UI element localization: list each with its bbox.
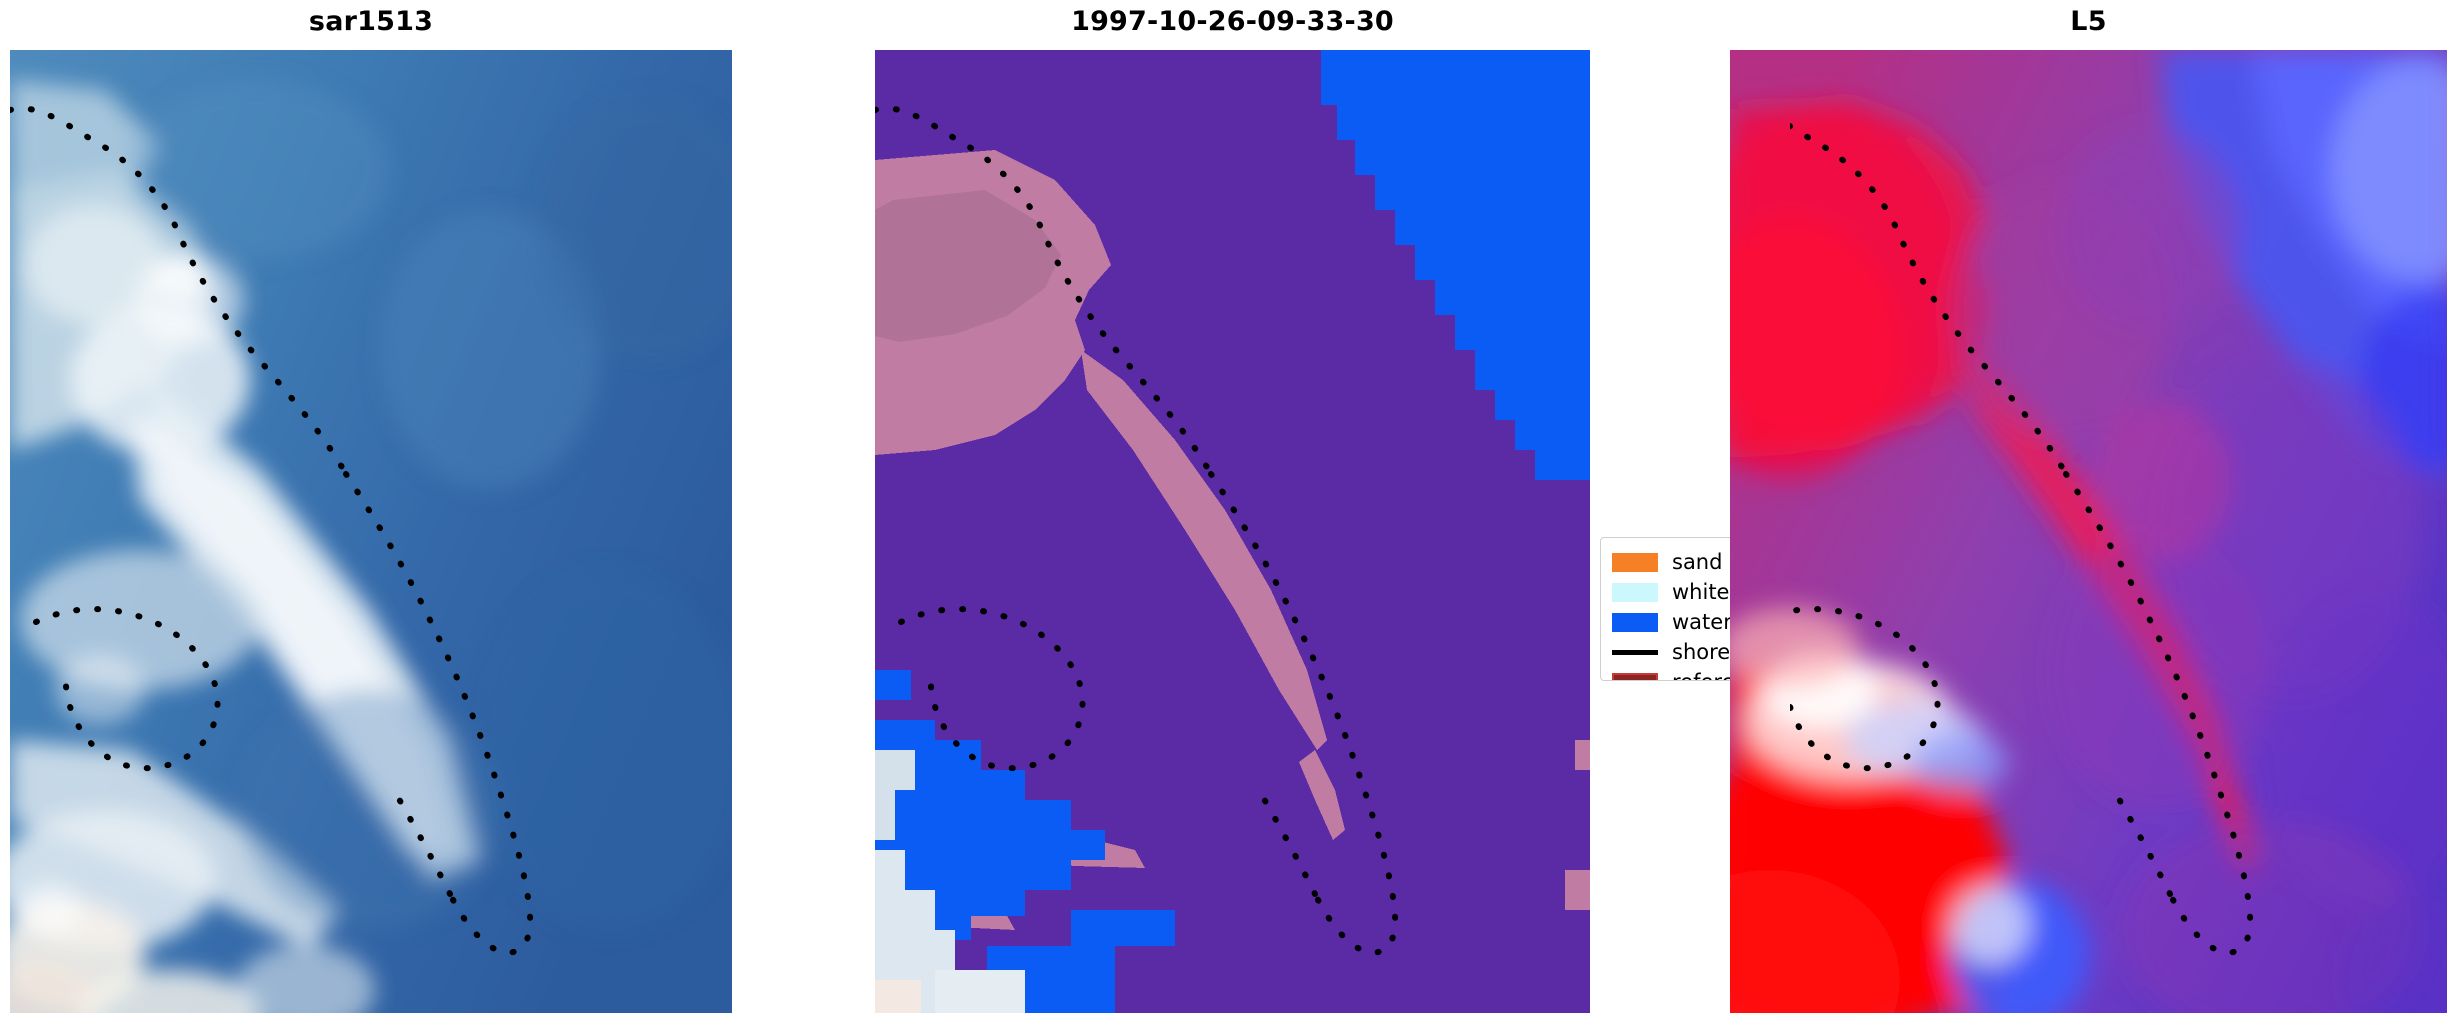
sar1513-raster <box>10 50 732 1013</box>
l5-shoreline-overlay <box>1730 105 2254 956</box>
legend-item-reference[interactable]: reference <box>1612 667 1775 680</box>
panel-title-classification: 1997-10-26-09-33-30 <box>1071 6 1394 37</box>
reference-swatch <box>1612 672 1658 680</box>
whitewater-swatch <box>1612 582 1658 602</box>
l5-raster-clip <box>1730 50 1790 1013</box>
panel-classification[interactable] <box>875 50 1590 1013</box>
sand-swatch <box>1612 552 1658 572</box>
classification-raster <box>875 50 1590 1013</box>
panel-title-sar1513: sar1513 <box>308 6 434 37</box>
classification-shoreline-overlay <box>875 105 1399 956</box>
panel-sar1513[interactable] <box>10 50 732 1013</box>
legend-item-sand[interactable]: sand <box>1612 547 1775 577</box>
legend-item-water[interactable]: water <box>1612 607 1775 637</box>
water-swatch <box>1612 612 1658 632</box>
shoreline-line-swatch <box>1612 649 1658 655</box>
legend-label-water: water <box>1672 609 1732 634</box>
legend-label-reference: reference <box>1672 671 1772 680</box>
legend-label-sand: sand <box>1672 549 1723 574</box>
panel-l5-legend-clip <box>1730 50 2447 1013</box>
panel-title-l5: L5 <box>2070 6 2107 37</box>
sar1513-shoreline-overlay <box>10 105 534 956</box>
